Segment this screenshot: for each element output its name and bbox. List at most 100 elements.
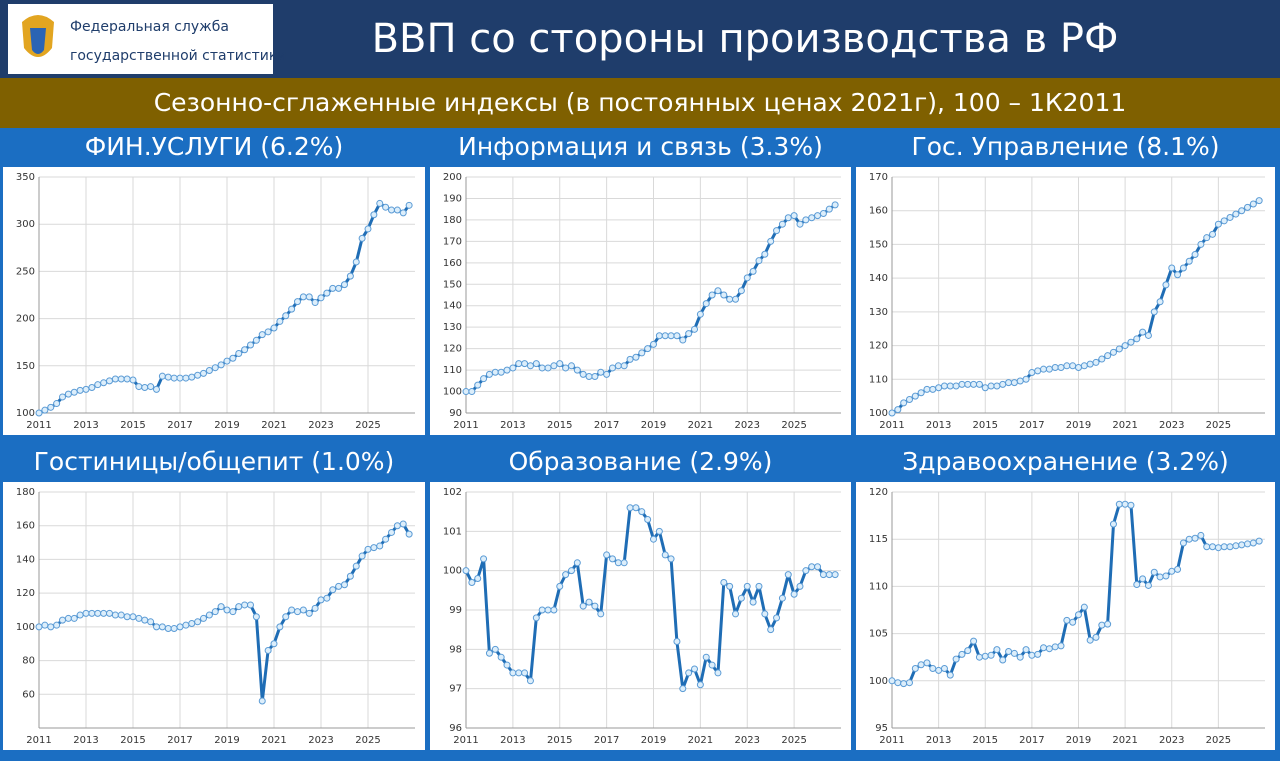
data-point xyxy=(282,613,290,621)
data-point xyxy=(485,370,493,378)
data-point xyxy=(556,582,564,590)
y-tick-label: 110 xyxy=(869,374,888,385)
data-point xyxy=(82,609,90,617)
x-tick-label: 2025 xyxy=(355,420,380,431)
data-point xyxy=(1244,203,1252,211)
data-point xyxy=(1232,210,1240,218)
y-tick-label: 140 xyxy=(443,301,462,312)
data-point xyxy=(1005,648,1013,656)
data-point xyxy=(1121,500,1129,508)
data-point xyxy=(526,362,534,370)
x-tick-label: 2013 xyxy=(926,420,951,431)
data-point xyxy=(970,380,978,388)
data-point xyxy=(35,623,43,631)
data-point xyxy=(1034,650,1042,658)
data-point xyxy=(905,396,913,404)
data-point xyxy=(503,661,511,669)
x-tick-label: 2017 xyxy=(594,735,619,746)
data-point xyxy=(211,364,219,372)
data-point xyxy=(603,551,611,559)
chart-title: Гостиницы/общепит (1.0%) xyxy=(34,447,395,476)
data-point xyxy=(940,382,948,390)
data-point xyxy=(1086,360,1094,368)
data-point xyxy=(335,582,343,590)
data-point xyxy=(1232,542,1240,550)
y-tick-label: 98 xyxy=(449,644,462,655)
data-point xyxy=(894,679,902,687)
data-point xyxy=(1092,358,1100,366)
data-point xyxy=(270,324,278,332)
data-point xyxy=(714,669,722,677)
data-point xyxy=(509,364,517,372)
x-tick-label: 2021 xyxy=(1112,420,1137,431)
data-point xyxy=(1075,611,1082,619)
data-point xyxy=(796,582,804,590)
data-point xyxy=(667,555,675,563)
data-point xyxy=(911,665,919,673)
data-point xyxy=(468,578,476,586)
x-tick-label: 2017 xyxy=(167,735,192,746)
data-point xyxy=(935,666,943,674)
data-point xyxy=(1191,251,1199,259)
data-point xyxy=(532,360,540,368)
data-point xyxy=(1226,543,1234,551)
data-point xyxy=(106,609,113,617)
data-point xyxy=(153,385,160,393)
data-point xyxy=(790,590,798,598)
data-point xyxy=(35,409,43,417)
data-point xyxy=(1214,544,1222,552)
data-point xyxy=(1238,541,1246,549)
data-point xyxy=(819,571,827,579)
data-point xyxy=(778,220,786,228)
data-point xyxy=(632,504,640,512)
data-point xyxy=(900,399,908,407)
data-point xyxy=(888,409,896,417)
data-point xyxy=(358,234,366,242)
data-point xyxy=(497,653,505,661)
data-point xyxy=(696,681,704,689)
x-tick-label: 2015 xyxy=(973,735,998,746)
data-point xyxy=(614,362,622,370)
data-point xyxy=(814,212,822,220)
data-point xyxy=(1121,342,1129,350)
x-tick-label: 2017 xyxy=(594,420,619,431)
data-point xyxy=(88,609,96,617)
data-point xyxy=(993,382,1001,390)
data-point xyxy=(252,336,260,344)
chart-title: ФИН.УСЛУГИ (6.2%) xyxy=(85,132,344,161)
x-tick-label: 2019 xyxy=(1066,420,1091,431)
data-point xyxy=(1109,520,1117,528)
data-point xyxy=(70,388,78,396)
x-tick-label: 2015 xyxy=(973,420,998,431)
data-point xyxy=(468,388,476,396)
data-point xyxy=(370,544,378,552)
data-point xyxy=(1080,362,1088,370)
data-point xyxy=(405,201,413,209)
data-point xyxy=(591,373,599,381)
data-point xyxy=(1045,645,1053,653)
y-tick-label: 130 xyxy=(443,322,462,333)
x-tick-label: 2023 xyxy=(1159,420,1184,431)
data-point xyxy=(679,336,687,344)
data-point xyxy=(135,383,143,391)
y-tick-label: 350 xyxy=(16,172,35,183)
x-tick-label: 2013 xyxy=(500,420,525,431)
data-point xyxy=(358,552,366,560)
data-point xyxy=(808,563,816,571)
y-tick-label: 101 xyxy=(443,526,462,537)
data-point xyxy=(462,567,470,575)
data-point xyxy=(264,646,272,654)
y-tick-label: 130 xyxy=(869,307,888,318)
data-point xyxy=(47,623,55,631)
data-point xyxy=(288,606,296,614)
y-tick-label: 95 xyxy=(875,723,888,734)
data-point xyxy=(194,618,202,626)
data-point xyxy=(1098,621,1106,629)
x-tick-label: 2021 xyxy=(1112,735,1137,746)
data-point xyxy=(211,608,219,616)
data-point xyxy=(1249,200,1257,208)
x-tick-label: 2019 xyxy=(1066,735,1091,746)
data-point xyxy=(591,602,599,610)
data-point xyxy=(720,578,728,586)
y-tick-label: 160 xyxy=(16,521,35,532)
